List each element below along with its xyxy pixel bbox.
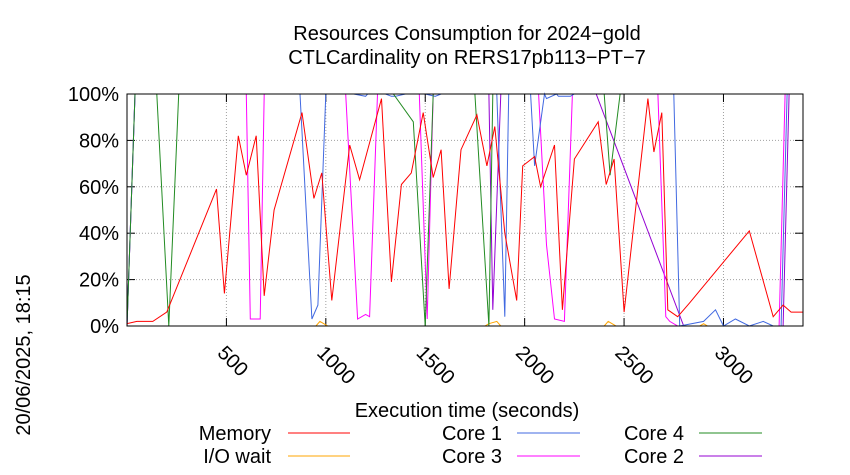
x-tick-label: 1500 [412, 342, 459, 389]
x-tick-label: 500 [213, 342, 252, 381]
series-line-core-3 [126, 93, 803, 327]
y-tick-label: 60% [79, 177, 119, 199]
series-line-core-4 [126, 93, 803, 327]
chart-title: Resources Consumption for 2024−gold [293, 23, 640, 45]
series-line-memory [126, 98, 803, 325]
legend-label-core-1: Core 1 [442, 423, 502, 445]
chart-subtitle: CTLCardinality on RERS17pb113−PT−7 [288, 47, 646, 69]
x-tick-label: 1000 [312, 342, 359, 389]
x-tick-label: 3000 [710, 342, 757, 389]
grid-lines [127, 93, 803, 327]
y-tick-label: 0% [90, 316, 119, 338]
y-axis-ticks: 0% 20% 40% 60% 80% 100% [68, 84, 803, 338]
series-line-core-2 [126, 93, 803, 327]
y-tick-label: 20% [79, 270, 119, 292]
y-tick-label: 100% [68, 84, 119, 106]
x-tick-label: 2000 [511, 342, 558, 389]
legend-label-core-2: Core 2 [624, 446, 684, 468]
legend-label-core-4: Core 4 [624, 423, 684, 445]
y-tick-label: 40% [79, 223, 119, 245]
legend-label-memory: Memory [199, 423, 271, 445]
legend-label-core-3: Core 3 [442, 446, 502, 468]
y-tick-label: 80% [79, 130, 119, 152]
x-tick-label: 2500 [611, 342, 658, 389]
x-axis-label: Execution time (seconds) [355, 400, 580, 422]
timestamp-label: 20/06/2025, 18:15 [13, 274, 35, 435]
series-lines [126, 92, 803, 327]
legend-label-i-o-wait: I/O wait [203, 446, 271, 468]
plot-border [126, 93, 804, 327]
series-line-core-1 [126, 92, 803, 327]
